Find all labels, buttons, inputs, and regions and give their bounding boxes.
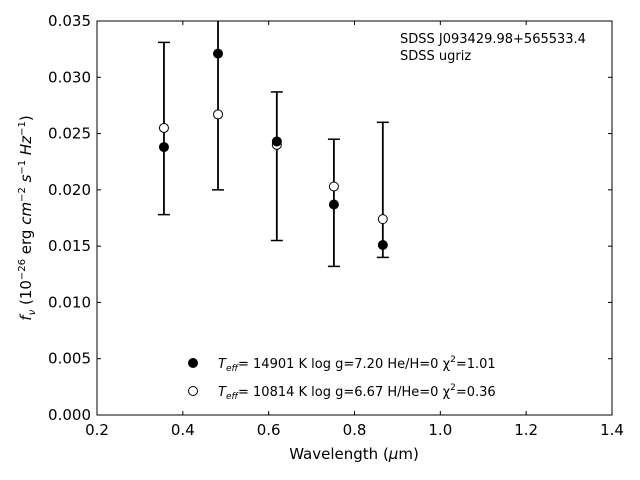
model-point-open (328, 181, 339, 192)
legend-marker-filled (188, 358, 198, 368)
y-tick-label: 0.010 (48, 293, 91, 311)
photometry-system: SDSS ugriz (400, 49, 471, 64)
y-axis-ticks: 0.000 0.005 0.010 0.015 0.020 0.025 0.030 0.035 (48, 12, 612, 424)
legend-marker-open (188, 386, 198, 396)
model-point-open (213, 109, 224, 120)
x-tick-label: 0.8 (343, 421, 367, 439)
data-markers (158, 48, 388, 251)
y-tick-label: 0.005 (48, 350, 91, 368)
y-axis-title: fν (10−26 erg cm−2 s−1 Hz−1) (17, 115, 38, 320)
model-point-filled (328, 199, 339, 210)
x-axis-title: Wavelength (μm) (289, 445, 419, 463)
x-axis-ticks: 0.2 0.4 0.6 0.8 1.0 1.2 1.4 (85, 21, 624, 439)
y-tick-label: 0.035 (48, 12, 91, 30)
plot-frame (96, 20, 613, 416)
x-tick-label: 1.2 (514, 421, 538, 439)
y-tick-label: 0.025 (48, 125, 91, 143)
model-point-open (158, 122, 169, 133)
y-tick-label: 0.015 (48, 237, 91, 255)
x-tick-label: 1.0 (428, 421, 452, 439)
model-point-filled (271, 136, 282, 147)
y-tick-label: 0.020 (48, 181, 91, 199)
x-tick-label: 1.4 (600, 421, 624, 439)
x-tick-label: 0.2 (85, 421, 109, 439)
y-tick-label: 0.030 (48, 68, 91, 86)
legend: Teff= 14901 K log g=7.20 He/H=0 χ2=1.01 … (188, 355, 496, 402)
model-point-open (377, 214, 388, 225)
legend-label-filled: Teff= 14901 K log g=7.20 He/H=0 χ2=1.01 (218, 355, 496, 374)
legend-label-open: Teff= 10814 K log g=6.67 H/He=0 χ2=0.36 (218, 383, 496, 402)
model-point-filled (377, 240, 388, 251)
x-tick-label: 0.6 (257, 421, 281, 439)
y-tick-label: 0.000 (48, 406, 91, 424)
model-point-filled (158, 142, 169, 153)
model-point-filled (213, 48, 224, 59)
object-name: SDSS J093429.98+565533.4 (400, 32, 586, 47)
x-tick-label: 0.4 (171, 421, 195, 439)
